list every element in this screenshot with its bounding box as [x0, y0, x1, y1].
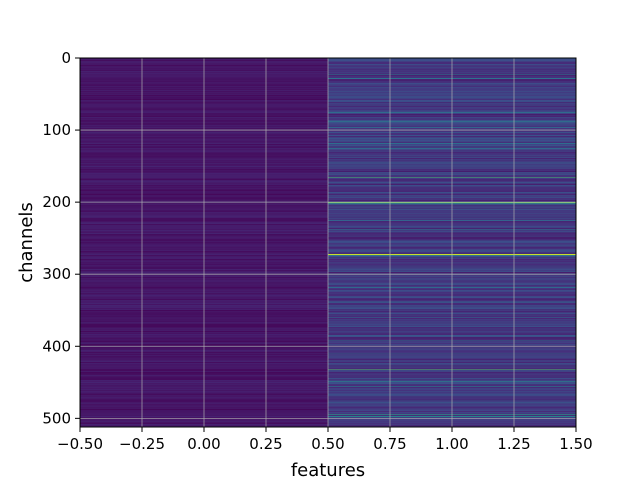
- y-axis: 0 100 200 300 400 500: [42, 49, 80, 427]
- x-axis: −0.50 −0.25 0.00 0.25 0.50 0.75 1.00 1.25 1.50: [57, 427, 593, 453]
- x-tick-label: 0.00: [187, 435, 220, 453]
- x-tick-label: 1.25: [497, 435, 530, 453]
- y-tick-label: 200: [42, 193, 71, 211]
- y-tick-label: 300: [42, 265, 71, 283]
- x-tick-label: 1.00: [435, 435, 468, 453]
- y-tick-label: 500: [42, 409, 71, 427]
- y-tick-label: 400: [42, 337, 71, 355]
- y-axis-label: channels: [16, 202, 37, 283]
- x-tick-label: 0.50: [311, 435, 344, 453]
- y-tick-label: 100: [42, 121, 71, 139]
- x-tick-label: 1.50: [559, 435, 592, 453]
- x-tick-label: −0.50: [57, 435, 103, 453]
- x-tick-label: 0.75: [373, 435, 406, 453]
- y-tick-label: 0: [61, 49, 71, 67]
- x-tick-label: 0.25: [249, 435, 282, 453]
- x-tick-label: −0.25: [119, 435, 165, 453]
- x-axis-label: features: [291, 460, 365, 480]
